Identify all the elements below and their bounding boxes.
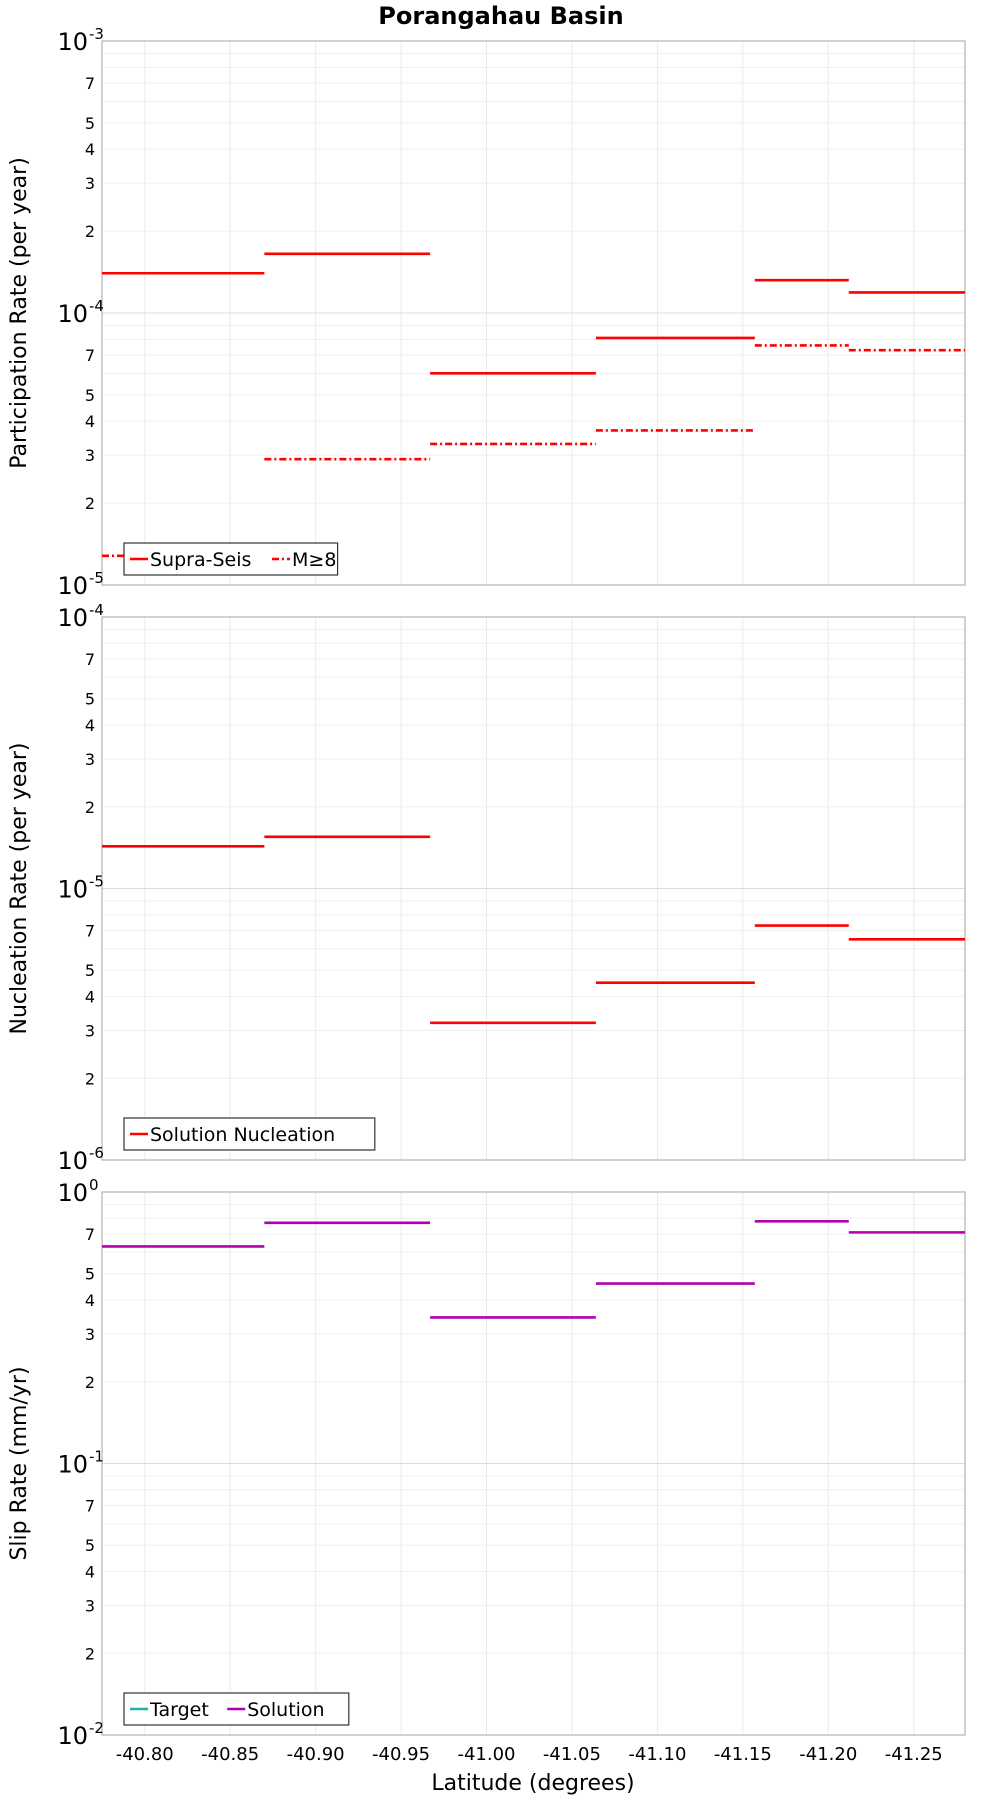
legend-box-0	[123, 542, 339, 576]
y-major-exp-0-0: -3	[89, 25, 104, 43]
y-minor-label-1: 2	[85, 1069, 95, 1088]
y-axis-label-1: Nucleation Rate (per year)	[7, 743, 32, 1035]
y-minor-label-0: 3	[85, 446, 95, 465]
y-minor-label-2: 7	[85, 1225, 95, 1244]
y-minor-label-0: 7	[85, 74, 95, 93]
y-minor-label-1: 3	[85, 750, 95, 769]
plot-border-0	[101, 40, 966, 586]
y-minor-label-0: 3	[85, 174, 95, 193]
y-minor-label-2: 5	[85, 1265, 95, 1284]
y-major-exp-1-2: -6	[89, 1144, 104, 1162]
x-axis-label: Latitude (degrees)	[431, 1771, 634, 1796]
y-axis-label-0: Participation Rate (per year)	[7, 157, 32, 469]
y-major-exp-2-1: -1	[89, 1448, 104, 1466]
legend-box-1	[123, 1117, 376, 1151]
x-tick-label-7: -41.15	[714, 1744, 772, 1765]
legend-label-2-0: Target	[149, 1699, 209, 1721]
y-major-exp-0-1: -4	[89, 297, 104, 315]
plot-border-1	[101, 616, 966, 1161]
y-minor-label-2: 5	[85, 1536, 95, 1555]
y-major-label-1-1: 10	[57, 876, 88, 904]
x-tick-label-6: -41.10	[628, 1744, 686, 1765]
y-minor-label-2: 3	[85, 1325, 95, 1344]
y-minor-label-1: 7	[85, 922, 95, 941]
x-tick-label-5: -41.05	[543, 1744, 601, 1765]
y-major-label-1-0: 10	[57, 604, 88, 632]
y-major-exp-1-1: -5	[89, 873, 104, 891]
x-tick-label-1: -40.85	[201, 1744, 259, 1765]
y-minor-label-0: 5	[85, 386, 95, 405]
y-major-exp-2-0: 0	[89, 1176, 99, 1194]
y-minor-label-2: 4	[85, 1563, 95, 1582]
y-major-exp-2-2: -2	[89, 1719, 104, 1737]
y-minor-label-2: 2	[85, 1644, 95, 1663]
y-major-label-1-2: 10	[57, 1147, 88, 1175]
y-minor-label-0: 4	[85, 140, 95, 159]
y-minor-label-0: 2	[85, 222, 95, 241]
y-minor-label-1: 3	[85, 1021, 95, 1040]
y-minor-label-1: 5	[85, 690, 95, 709]
y-minor-label-2: 2	[85, 1373, 95, 1392]
y-major-exp-0-2: -5	[89, 569, 104, 587]
y-minor-label-1: 4	[85, 988, 95, 1007]
x-tick-label-0: -40.80	[116, 1744, 174, 1765]
y-minor-label-0: 5	[85, 114, 95, 133]
y-minor-label-1: 7	[85, 650, 95, 669]
x-tick-label-2: -40.90	[287, 1744, 345, 1765]
y-major-label-2-2: 10	[57, 1722, 88, 1750]
y-minor-label-1: 4	[85, 716, 95, 735]
y-major-label-2-1: 10	[57, 1451, 88, 1479]
y-major-label-2-0: 10	[57, 1179, 88, 1207]
y-minor-label-0: 4	[85, 412, 95, 431]
x-tick-label-3: -40.95	[372, 1744, 430, 1765]
x-tick-label-9: -41.25	[885, 1744, 943, 1765]
x-tick-label-4: -41.00	[457, 1744, 515, 1765]
x-tick-label-8: -41.20	[799, 1744, 857, 1765]
y-axis-label-2: Slip Rate (mm/yr)	[7, 1366, 32, 1560]
legend-label-0-1: M≥8	[292, 549, 336, 571]
y-minor-label-1: 2	[85, 798, 95, 817]
y-minor-label-0: 7	[85, 346, 95, 365]
plot-border-2	[101, 1191, 966, 1736]
y-minor-label-1: 5	[85, 961, 95, 980]
legend-label-1-0: Solution Nucleation	[150, 1124, 335, 1146]
legend-label-0-0: Supra-Seis	[150, 549, 251, 571]
y-minor-label-2: 4	[85, 1291, 95, 1310]
y-major-label-0-2: 10	[57, 572, 88, 600]
y-major-exp-1-0: -4	[89, 601, 104, 619]
y-minor-label-2: 7	[85, 1497, 95, 1516]
y-major-label-0-1: 10	[57, 300, 88, 328]
y-minor-label-2: 3	[85, 1596, 95, 1615]
chart-title: Porangahau Basin	[378, 2, 623, 30]
legend-label-2-1: Solution	[247, 1699, 324, 1721]
y-minor-label-0: 2	[85, 494, 95, 513]
y-major-label-0-0: 10	[57, 28, 88, 56]
